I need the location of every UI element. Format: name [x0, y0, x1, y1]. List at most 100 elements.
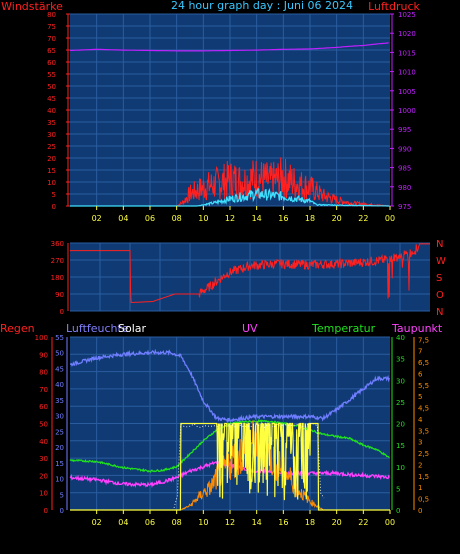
- tick-label: 985: [398, 165, 411, 173]
- direction-grid: [70, 242, 430, 312]
- uv-tick-label: 6,5: [418, 359, 429, 367]
- humidity-tick-label: 30: [55, 413, 64, 421]
- tick-label: 1010: [398, 69, 416, 77]
- direction-series: [70, 243, 430, 303]
- humidity-tick-label: 55: [55, 334, 64, 342]
- humidity-tick-label: 15: [55, 460, 64, 468]
- tick-label: 60: [47, 59, 56, 67]
- compass-label: W: [436, 256, 446, 267]
- compass-label: S: [436, 273, 442, 284]
- rain-tick-label: 90: [39, 351, 48, 359]
- wind-x-ticks: 02 04 06 08 10 12 14 16 18 20 22 00: [92, 206, 395, 223]
- rain-tick-label: 20: [39, 472, 48, 480]
- uv-tick-label: 2,5: [418, 450, 429, 458]
- multi-panel: 0102030405060708090100051015202530354045…: [35, 334, 430, 527]
- tick-label: 1000: [398, 107, 416, 115]
- dewpoint-label: Taupunkt: [391, 322, 443, 335]
- humidity-label: Luftfeuchte: [66, 322, 129, 335]
- tick-label: 0: [52, 203, 56, 211]
- humidity-tick-label: 20: [55, 444, 64, 452]
- tick-label: 25: [47, 143, 56, 151]
- tick-label: 0: [60, 308, 64, 316]
- direction-left-ticks: 0 90 180 270 360: [51, 240, 69, 316]
- tick-label: 20: [47, 155, 56, 163]
- tick-label: 20: [332, 518, 342, 527]
- uv-tick-label: 5,5: [418, 382, 429, 390]
- humidity-tick-label: 35: [55, 397, 64, 405]
- tick-label: 22: [358, 214, 368, 223]
- uv-tick-label: 4: [418, 416, 423, 424]
- tick-label: 08: [172, 518, 182, 527]
- temperature-tick-label: 40: [396, 334, 405, 342]
- temperature-tick-label: 10: [396, 464, 405, 472]
- tick-label: 00: [385, 518, 395, 527]
- temperature-label: Temperatur: [311, 322, 376, 335]
- left-axis-label: Windstärke: [1, 0, 63, 13]
- rain-tick-label: 50: [39, 421, 48, 429]
- humidity-tick-label: 45: [55, 365, 64, 373]
- tick-label: 360: [51, 240, 64, 248]
- uv-label: UV: [242, 322, 258, 335]
- compass-label: N: [436, 307, 443, 318]
- humidity-tick-label: 40: [55, 381, 64, 389]
- tick-label: 18: [305, 214, 315, 223]
- tick-label: 22: [358, 518, 368, 527]
- humidity-tick-label: 5: [60, 491, 64, 499]
- tick-label: 06: [145, 518, 155, 527]
- multi-x-ticks: 02 04 06 08 10 12 14 16 18 20 22 00: [92, 510, 395, 527]
- rain-tick-label: 0: [44, 507, 48, 515]
- rain-tick-label: 30: [39, 455, 48, 463]
- rain-label: Regen: [0, 322, 35, 335]
- humidity-line: [69, 348, 390, 424]
- rain-tick-label: 100: [35, 334, 48, 342]
- right-axis-label: Luftdruck: [368, 0, 420, 13]
- pressure-right-ticks: 975 980 985 990 995 1000 1005 1010 1015 1020 1025: [390, 11, 416, 211]
- rain-tick-label: 80: [39, 369, 48, 377]
- tick-label: 980: [398, 184, 411, 192]
- uv-tick-label: 3: [418, 439, 422, 447]
- temperature-tick-label: 25: [396, 399, 405, 407]
- uv-tick-label: 7,5: [418, 336, 429, 344]
- rain-tick-label: 70: [39, 386, 48, 394]
- tick-label: 40: [47, 107, 56, 115]
- tick-label: 02: [92, 518, 102, 527]
- tick-label: 12: [225, 518, 235, 527]
- tick-label: 80: [47, 11, 56, 19]
- humidity-tick-label: 25: [55, 428, 64, 436]
- tick-label: 10: [47, 179, 56, 187]
- wind-left-ticks: 0 5 10 15 20 25 30 35 40 45 50 55 60 65 70 75 80: [47, 11, 70, 211]
- tick-label: 35: [47, 119, 56, 127]
- tick-label: 15: [47, 167, 56, 175]
- uv-tick-label: 0,5: [418, 496, 429, 504]
- tick-label: 18: [305, 518, 315, 527]
- tick-label: 90: [55, 291, 64, 299]
- tick-label: 45: [47, 95, 56, 103]
- uv-tick-label: 4,5: [418, 405, 429, 413]
- uv-tick-label: 1: [418, 484, 422, 492]
- tick-label: 16: [278, 214, 288, 223]
- tick-label: 1020: [398, 30, 416, 38]
- tick-label: 00: [385, 214, 395, 223]
- pressure-line: [69, 42, 389, 52]
- tick-label: 14: [252, 214, 262, 223]
- uv-tick-label: 2: [418, 461, 422, 469]
- humidity-tick-label: 0: [60, 507, 64, 515]
- compass-label: O: [436, 290, 444, 301]
- tick-label: 30: [47, 131, 56, 139]
- tick-label: 04: [118, 214, 128, 223]
- tick-label: 08: [172, 214, 182, 223]
- temperature-tick-label: 20: [396, 421, 405, 429]
- tick-label: 1005: [398, 88, 416, 96]
- rain-tick-label: 60: [39, 403, 48, 411]
- temperature-tick-label: 5: [396, 485, 400, 493]
- tick-label: 10: [198, 518, 208, 527]
- humidity-tick-label: 50: [55, 350, 64, 358]
- uv-tick-label: 7: [418, 348, 422, 356]
- uv-tick-label: 6: [418, 370, 423, 378]
- tick-label: 20: [332, 214, 342, 223]
- uv-tick-label: 0: [418, 507, 422, 515]
- uv-tick-label: 1,5: [418, 473, 429, 481]
- chart-title: 24 hour graph day : Juni 06 2024: [171, 0, 353, 12]
